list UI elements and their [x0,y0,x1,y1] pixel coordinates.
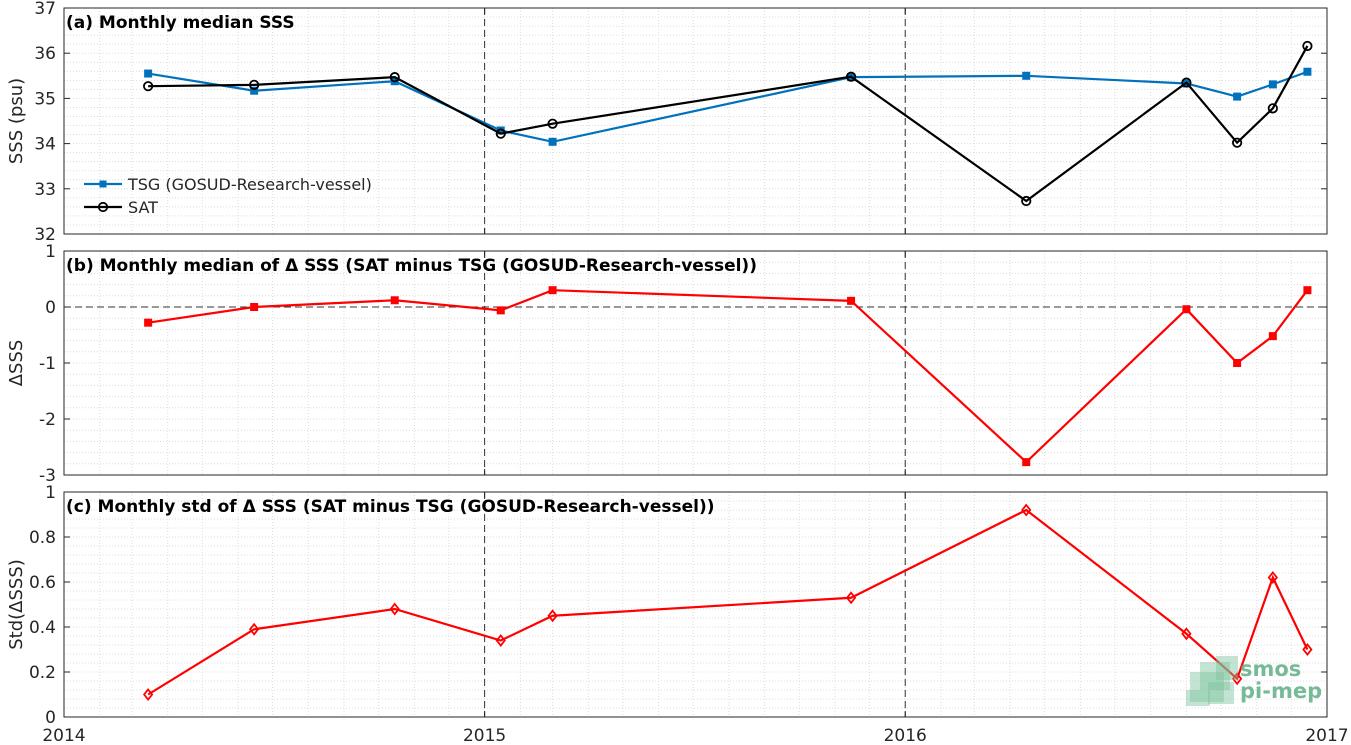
panel-title: (b) Monthly median of Δ SSS (SAT minus T… [66,256,757,276]
y-tick-label: -3 [39,466,56,486]
data-point [143,81,154,92]
series-line [147,508,1309,696]
logo-block [1200,662,1230,690]
y-tick-label: 1 [45,242,56,262]
series-1 [143,40,1313,207]
y-tick-label: 0.4 [29,618,56,638]
data-point [1302,643,1313,656]
data-point [248,622,260,636]
data-point [1181,77,1192,88]
data-point [1302,40,1313,52]
data-point [1021,195,1032,207]
axes-box [63,491,1328,718]
data-point [548,286,557,295]
data-point [495,128,506,139]
panel-a: 32 33 34 35 36 37 SSS (psu) (a) Monthly median … [6,0,1328,245]
y-tick-label: -2 [39,410,56,430]
data-point [144,318,153,327]
y-axis-label: SSS (psu) [6,78,27,164]
logo-block [1186,690,1210,706]
panel-c: 0 0.2 0.4 0.6 0.8 1 2014 2015 2016 2017 Std(ΔSSS) (… [6,483,1349,745]
series-0 [142,503,1313,701]
data-point [1233,92,1242,101]
y-tick-label: 35 [34,89,56,109]
x-tick-label: 2015 [463,726,506,745]
data-point [1182,305,1191,314]
data-point [495,634,506,647]
data-point [142,688,154,701]
data-point [390,296,399,305]
data-point [389,72,400,83]
logo-block [1190,672,1224,702]
axes-box [63,7,1328,235]
y-tick-label: 36 [34,44,56,64]
data-point [1022,71,1031,80]
legend-marker [97,201,109,213]
panel-title: (a) Monthly median SSS [66,13,295,33]
y-tick-label: 32 [34,225,56,245]
data-point [1232,137,1243,148]
logo-block [1208,682,1234,704]
y-tick-label: 1 [45,483,56,503]
data-point [548,137,557,146]
data-point [845,591,857,605]
data-point [1303,67,1312,76]
data-point [1233,359,1242,367]
data-point [250,86,259,95]
y-axis-label: ΔSSS [6,340,27,387]
series-line [148,45,1309,203]
data-point [496,306,505,315]
y-tick-label: 33 [34,180,56,200]
data-point [249,79,260,90]
y-tick-label: 34 [34,135,56,155]
logo-text-line1: smos [1240,657,1301,681]
data-point [1022,458,1031,467]
data-point [1267,103,1278,114]
data-point [144,69,153,78]
y-tick-label: 37 [34,0,56,19]
data-point [847,296,856,305]
y-tick-label: 0.8 [29,528,56,548]
data-point [547,609,558,623]
y-tick-label: -1 [39,354,56,374]
legend-marker [99,180,107,188]
legend-label: SAT [128,198,158,217]
data-point [1268,80,1277,89]
x-tick-label: 2017 [1305,726,1348,745]
legend-label: TSG (GOSUD-Research-vessel) [127,175,372,194]
y-tick-label: 0 [45,298,56,318]
x-tick-label: 2016 [884,726,927,745]
data-point [250,303,259,311]
series-0 [144,286,1312,467]
logo-text-line2: pi-mep [1240,679,1322,703]
data-point [1303,286,1312,295]
x-tick-label: 2014 [42,726,85,745]
data-point [389,602,400,616]
y-axis-label: Std(ΔSSS) [6,559,27,650]
y-tick-label: 0.6 [29,573,56,593]
y-tick-label: 0.2 [29,663,56,683]
panel-b: -3 -2 -1 0 1 ΔSSS (b) Monthly median of Δ SSS … [6,242,1328,486]
logo-block [1216,656,1238,680]
data-point [845,71,857,82]
data-point [547,118,558,129]
data-point [1021,503,1032,517]
data-point [1181,627,1192,641]
data-point [1268,332,1277,341]
data-point [1231,672,1243,686]
panel-title: (c) Monthly std of Δ SSS (SAT minus TSG … [66,497,714,517]
y-tick-label: 0 [45,708,56,728]
legend: TSG (GOSUD-Research-vessel) SAT [84,175,372,217]
data-point [1267,571,1278,584]
